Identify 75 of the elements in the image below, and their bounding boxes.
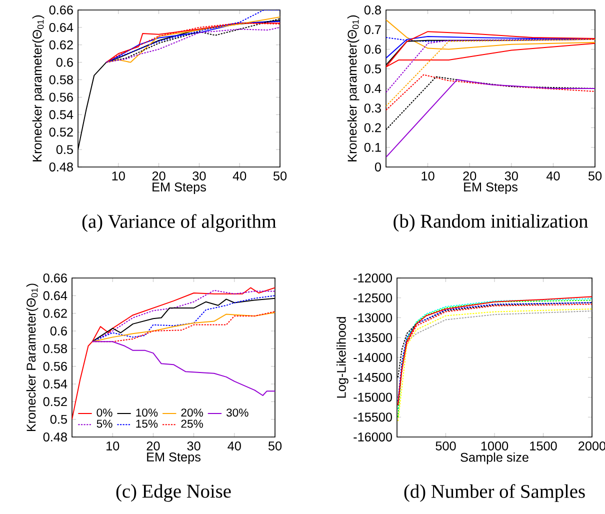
legend-label: 0% <box>96 408 112 417</box>
legend-label: 20% <box>181 408 203 417</box>
y-tick-label: 0.2 <box>364 123 381 132</box>
x-tick-label: 10 <box>112 171 125 180</box>
x-tick-label: 50 <box>588 171 602 180</box>
legend-label: 10% <box>136 408 158 417</box>
x-tick-label: 50 <box>268 441 282 450</box>
x-tick-label: 40 <box>232 171 246 180</box>
y-tick-label: 0.54 <box>43 380 68 388</box>
y-tick-label: 0.5 <box>364 64 381 74</box>
y-tick-label: 0.66 <box>49 6 73 14</box>
y-tick-label: 0.62 <box>43 308 67 318</box>
x-tick-label: 20 <box>146 441 160 450</box>
y-tick-label: 0.58 <box>43 344 67 354</box>
legend-label: 15% <box>136 420 158 428</box>
y-axis-title: Kronecker Parameter(Θ$_{01}$) <box>26 284 38 432</box>
y-tick-label: 0.48 <box>49 162 73 172</box>
x-tick-label: 10 <box>422 171 434 180</box>
y-tick-label: 0.6 <box>364 44 381 54</box>
x-axis-title: EM Steps <box>147 452 200 464</box>
y-tick-label: -12000 <box>354 274 392 282</box>
text: (d) Number of Samples <box>404 484 585 502</box>
y-tick-label: 0.64 <box>43 291 68 300</box>
y-tick-label: 0.5 <box>56 145 73 154</box>
y-axis-title: Kronecker parameter(Θ$_{01}$) <box>347 15 360 162</box>
legend-label: 30% <box>226 408 248 417</box>
y-tick-label: 0.56 <box>43 362 67 371</box>
x-tick-label: 10 <box>106 441 120 450</box>
y-tick-label: -12500 <box>354 293 392 302</box>
x-tick-label: 50 <box>273 171 287 180</box>
y-tick-label: -15000 <box>354 392 392 402</box>
y-axis-title: Kronecker parameter(Θ$_{01}$) <box>32 15 44 162</box>
y-tick-label: 0.64 <box>49 22 74 32</box>
y-tick-label: 0.52 <box>49 128 73 137</box>
legend-label: 5% <box>96 420 112 428</box>
y-tick-label: 0.5 <box>50 414 67 424</box>
y-tick-label: 0.7 <box>364 25 381 34</box>
y-tick-label: 0.66 <box>43 274 67 282</box>
y-tick-label: -14500 <box>354 372 392 382</box>
y-axis-title: Log-Likelihood <box>336 317 348 398</box>
x-tick-label: 40 <box>228 441 241 450</box>
y-tick-label: 0.6 <box>56 58 73 67</box>
y-tick-label: 0.52 <box>43 397 67 406</box>
y-tick-label: -15500 <box>354 412 392 422</box>
x-tick-label: 30 <box>187 441 200 450</box>
y-tick-label: 0.6 <box>50 326 67 336</box>
y-tick-label: 0 <box>374 162 382 172</box>
y-tick-label: -14000 <box>354 353 392 362</box>
legend-label: 25% <box>181 420 203 428</box>
x-tick-label: 500 <box>436 441 456 450</box>
x-tick-label: 20 <box>152 171 166 180</box>
x-tick-label: 30 <box>192 171 206 180</box>
x-axis-title: EM Steps <box>152 182 206 194</box>
y-tick-label: -13500 <box>354 333 392 342</box>
y-tick-label: 0.48 <box>43 432 67 442</box>
text: (a) Variance of algorithm <box>82 214 276 232</box>
x-tick-label: 1500 <box>530 441 557 450</box>
y-tick-label: 0.4 <box>364 84 382 93</box>
x-tick-label: 1000 <box>481 441 508 450</box>
x-axis-title: Sample size <box>460 452 528 464</box>
y-tick-label: -13000 <box>354 313 392 322</box>
y-tick-label: 0.56 <box>49 92 73 102</box>
y-tick-label: 0.1 <box>364 142 381 152</box>
text: (b) Random initialization <box>394 214 588 232</box>
x-tick-label: 20 <box>463 171 476 180</box>
y-tick-label: -16000 <box>354 432 392 442</box>
x-tick-label: 40 <box>546 171 560 180</box>
text: (c) Edge Noise <box>116 484 231 502</box>
y-tick-label: 0.8 <box>364 6 381 14</box>
y-tick-label: 0.3 <box>364 104 381 113</box>
y-tick-label: 0.58 <box>49 75 73 84</box>
y-tick-label: 0.62 <box>49 40 73 50</box>
y-tick-label: 0.54 <box>49 110 74 120</box>
x-tick-label: 30 <box>504 171 518 180</box>
x-axis-title: EM Steps <box>464 182 518 194</box>
